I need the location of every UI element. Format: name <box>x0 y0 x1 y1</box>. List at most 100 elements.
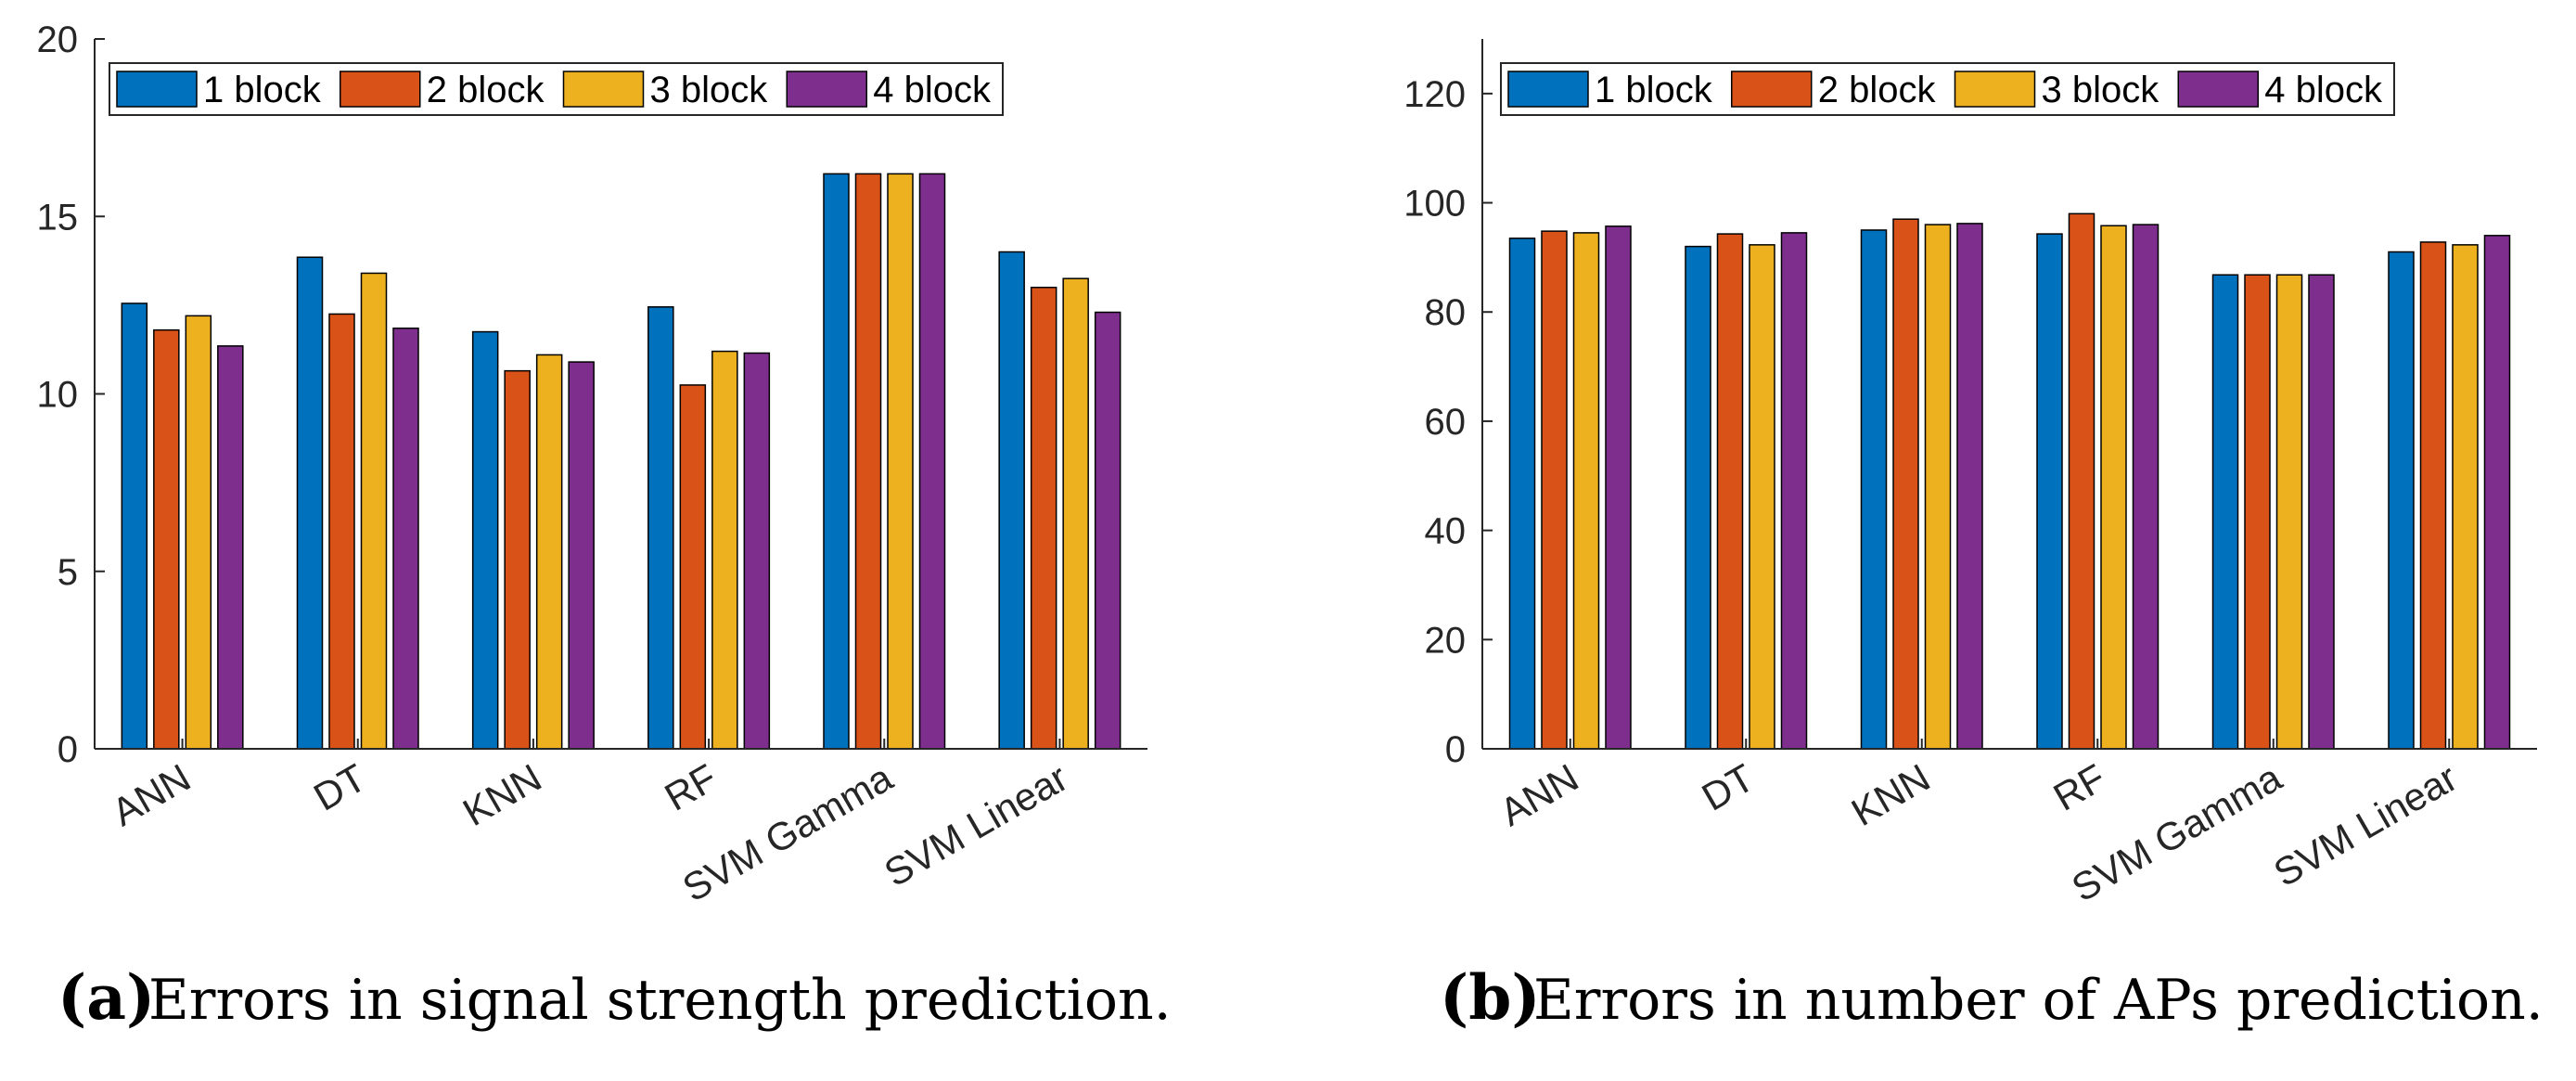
bar <box>679 384 707 750</box>
bar <box>1780 232 1808 750</box>
bar <box>918 173 946 750</box>
legend-label: 4 block <box>2264 70 2383 110</box>
legend-label: 2 block <box>427 70 545 110</box>
caption: (b) Errors in number of APs prediction. <box>1440 961 2544 1034</box>
legend-swatch <box>116 71 198 108</box>
bar <box>1956 223 1983 750</box>
bar <box>2068 212 2095 750</box>
bar <box>1605 225 1632 750</box>
bar <box>854 173 882 750</box>
bar <box>743 352 771 750</box>
bar <box>2388 251 2415 750</box>
bar <box>1572 232 1600 750</box>
x-tick-label: RF <box>2046 755 2113 819</box>
bar <box>1924 224 1952 750</box>
y-axis-ticks: 0 5 10 15 20 <box>37 19 105 770</box>
bar <box>2244 274 2271 750</box>
bar <box>1749 244 1775 750</box>
x-tick-label: KNN <box>455 755 548 834</box>
x-tick-label: SVM Linear <box>2266 755 2465 894</box>
legend-swatch <box>1954 71 2036 108</box>
bar <box>1508 238 1536 750</box>
x-tick-label: DT <box>306 755 373 819</box>
bar <box>887 173 914 750</box>
y-tick-label: 60 <box>1425 402 1467 443</box>
legend-swatch <box>1507 71 1589 108</box>
y-tick-label: 5 <box>58 552 78 593</box>
bar <box>217 345 244 750</box>
legend: 1 block 2 block 3 block 4 block <box>109 62 1004 116</box>
bar <box>471 330 499 750</box>
bar <box>2308 274 2335 750</box>
bars <box>121 173 1121 750</box>
bar <box>185 315 212 750</box>
legend-label: 1 block <box>1595 70 1713 110</box>
legend-label: 1 block <box>203 70 322 110</box>
bar <box>1685 245 1711 750</box>
y-tick-label: 20 <box>1425 620 1467 661</box>
caption-text: Errors in number of APs prediction. <box>1533 968 2544 1033</box>
bar <box>1062 277 1089 750</box>
bar <box>153 328 180 750</box>
bar <box>2452 244 2479 750</box>
bar <box>504 369 531 750</box>
bar <box>2483 235 2511 750</box>
bar <box>1030 287 1057 750</box>
y-tick-label: 40 <box>1425 511 1467 552</box>
bars <box>1508 212 2511 750</box>
x-tick-label: SVM Linear <box>877 755 1075 894</box>
bar <box>647 306 674 750</box>
y-tick-label: 20 <box>37 19 79 60</box>
bar <box>2132 224 2159 750</box>
bar <box>1094 311 1121 750</box>
bar <box>2419 241 2447 750</box>
legend-swatch <box>562 71 645 108</box>
y-tick-label: 0 <box>1445 729 1466 770</box>
y-tick-label: 0 <box>58 729 78 770</box>
x-tick-label: DT <box>1695 755 1762 819</box>
bar <box>823 173 850 750</box>
x-tick-label: ANN <box>1493 755 1585 834</box>
bar <box>711 350 738 750</box>
x-tick-label: RF <box>658 755 724 819</box>
axes <box>1481 39 2537 750</box>
y-tick-label: 120 <box>1403 74 1466 115</box>
x-tick-label: KNN <box>1844 755 1937 834</box>
bar <box>2036 233 2063 750</box>
legend-swatch <box>1731 71 1813 108</box>
axes <box>94 39 1147 750</box>
legend-label: 2 block <box>1818 70 1937 110</box>
y-tick-label: 80 <box>1425 292 1467 333</box>
bar <box>1541 230 1568 750</box>
bar <box>392 327 419 750</box>
bar <box>2211 274 2239 750</box>
legend-label: 3 block <box>650 70 769 110</box>
caption: (a) Errors in signal strength prediction… <box>58 961 1172 1034</box>
bar <box>296 256 324 750</box>
bar <box>1716 233 1744 750</box>
legend-swatch <box>786 71 867 108</box>
bar <box>360 272 388 750</box>
caption-text: Errors in signal strength prediction. <box>148 968 1172 1033</box>
y-axis-ticks: 0 20 40 60 80 100 120 <box>1403 74 1493 770</box>
bar <box>535 354 563 750</box>
bar <box>1860 229 1888 750</box>
bar <box>1892 218 1919 750</box>
caption-label: (a) <box>58 961 155 1034</box>
y-tick-label: 10 <box>37 375 79 416</box>
legend-swatch <box>2177 71 2259 108</box>
caption-label: (b) <box>1440 961 1541 1034</box>
bar <box>2100 225 2127 750</box>
y-tick-label: 15 <box>37 197 79 238</box>
legend-label: 4 block <box>873 70 992 110</box>
bar <box>2275 274 2303 750</box>
y-tick-label: 100 <box>1403 184 1466 225</box>
legend-swatch <box>340 71 421 108</box>
bar <box>568 361 595 750</box>
bar <box>121 302 148 750</box>
